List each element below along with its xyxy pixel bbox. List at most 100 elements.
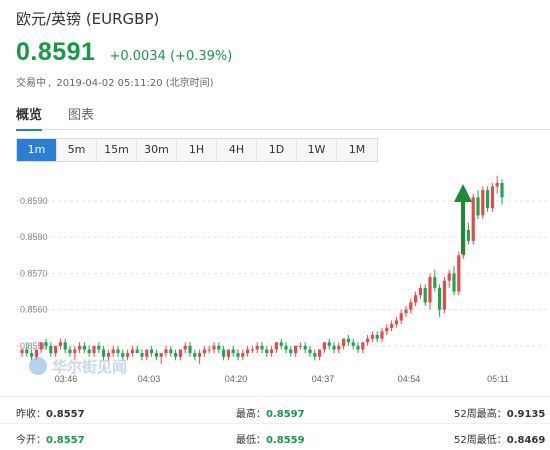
candle-body [246, 349, 250, 354]
candle-body [121, 353, 125, 357]
price-chart[interactable]: 0.8590 0.8580 0.8570 0.8560 0.8550 03:46 04:03… [16, 168, 550, 388]
candle-body [490, 186, 494, 209]
high-value: 0.8597 [266, 409, 305, 420]
x-tick-label: 04:37 [312, 374, 335, 384]
range-1m[interactable]: 1m [17, 139, 57, 161]
candle-body [486, 190, 490, 209]
range-30m[interactable]: 30m [137, 139, 177, 161]
candle-body [178, 349, 182, 357]
week52-low-value: 0.8469 [506, 435, 546, 446]
candle-body [394, 320, 398, 325]
range-1h[interactable]: 1H [177, 139, 217, 161]
candle-body [313, 353, 317, 357]
candle-body [226, 349, 230, 357]
low-value: 0.8559 [266, 435, 305, 446]
candle-body [265, 349, 269, 354]
candle-body [58, 342, 62, 346]
candle-body [375, 335, 379, 339]
last-price: 0.8591 [16, 38, 96, 66]
candle-body [183, 345, 187, 350]
candle-body [318, 349, 322, 357]
candle-body [308, 349, 312, 354]
candle-body [97, 345, 101, 350]
candle-body [500, 182, 504, 198]
stat-prev-close: 昨收：0.8557 [16, 409, 85, 420]
candle-body [409, 302, 413, 310]
open-label: 今开 [16, 435, 36, 446]
stat-52w-low: 52周最低：0.8469 [454, 435, 546, 446]
candle-body [92, 345, 96, 354]
high-label: 最高 [236, 409, 256, 420]
range-1w[interactable]: 1W [297, 139, 337, 161]
view-tabs: 概览 图表 [16, 104, 550, 131]
candle-body [298, 345, 302, 347]
range-4h[interactable]: 4H [217, 139, 257, 161]
x-tick-label: 04:54 [398, 374, 421, 384]
status-datetime: 2019-04-02 05:11:20 (北京时间) [56, 78, 214, 89]
candle-body [385, 327, 389, 332]
candle-body [289, 349, 293, 354]
candle-body [284, 345, 288, 350]
candle-body [255, 345, 259, 350]
candle-body [25, 349, 29, 354]
x-tick-label: 04:03 [138, 374, 161, 384]
range-1d[interactable]: 1D [257, 139, 297, 161]
candlestick-chart-svg[interactable]: 0.8590 0.8580 0.8570 0.8560 0.8550 03:46 04:03… [16, 168, 550, 388]
candle-body [39, 342, 43, 350]
candle-body [198, 353, 202, 357]
price-row: 0.8591 +0.0034 (+0.39%) [16, 38, 232, 72]
stat-high: 最高：0.8597 [236, 409, 305, 420]
candle-body [78, 345, 82, 350]
range-5m[interactable]: 5m [57, 139, 97, 161]
stat-low: 最低：0.8559 [236, 435, 305, 446]
candle-body [356, 345, 360, 350]
candle-body [241, 353, 245, 357]
candle-body [222, 349, 226, 357]
y-tick-label: 0.8560 [20, 305, 48, 315]
tab-overview[interactable]: 概览 [16, 104, 43, 131]
candle-body [44, 342, 48, 346]
y-tick-label: 0.8550 [20, 341, 48, 351]
candle-body [250, 349, 254, 351]
low-label: 最低 [236, 435, 256, 446]
y-tick-label: 0.8590 [20, 196, 48, 206]
candle-body [106, 353, 110, 357]
range-1mo[interactable]: 1M [337, 139, 377, 161]
candle-body [366, 338, 370, 343]
candle-body [63, 342, 67, 350]
week52-high-value: 0.9135 [506, 409, 546, 420]
stats-divider [0, 423, 550, 424]
x-tick-label: 05:11 [487, 374, 509, 384]
candle-body [126, 353, 130, 357]
open-value: 0.8557 [46, 435, 85, 446]
candle-body [303, 345, 307, 350]
candle-body [423, 287, 427, 303]
candle-body [294, 345, 298, 354]
candle-body [212, 345, 216, 350]
prev-close-value: 0.8557 [46, 409, 85, 420]
tab-chart[interactable]: 图表 [68, 108, 95, 123]
candle-body [164, 349, 168, 354]
candle-body [207, 349, 211, 351]
candle-body [414, 295, 418, 303]
range-15m[interactable]: 15m [97, 139, 137, 161]
candle-body [68, 349, 72, 354]
candle-body [217, 345, 221, 350]
candle-body [193, 353, 197, 357]
candle-body [135, 349, 139, 354]
candle-body [169, 349, 173, 354]
candle-body [82, 345, 86, 350]
y-tick-label: 0.8570 [20, 268, 48, 278]
candle-body [342, 338, 346, 346]
candle-body [20, 349, 24, 354]
watermark-logo [29, 357, 47, 375]
week52-high-label: 52周最高 [454, 409, 497, 420]
candle-body [111, 349, 115, 354]
candle-body [471, 197, 475, 241]
stat-open: 今开：0.8557 [16, 435, 85, 446]
candle-body [279, 342, 283, 346]
timeframe-selector: 1m 5m 15m 30m 1H 4H 1D 1W 1M [16, 138, 378, 162]
candle-body [438, 287, 442, 310]
candle-body [236, 353, 240, 357]
candle-body [346, 338, 350, 343]
